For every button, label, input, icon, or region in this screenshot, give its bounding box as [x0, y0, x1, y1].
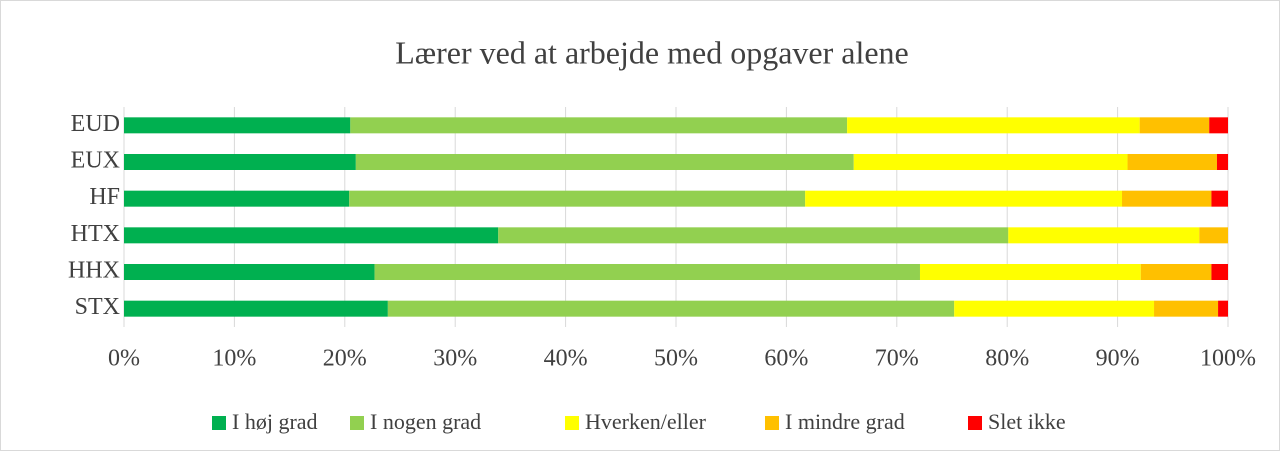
x-tick-label: 30% [433, 346, 477, 372]
bar-segment [124, 117, 351, 134]
y-tick-label: HF [89, 184, 120, 210]
bar-segment [124, 300, 388, 317]
bar-segment [1209, 117, 1228, 134]
x-tick-label: 100% [1200, 346, 1256, 372]
bar-segment [387, 300, 955, 317]
chart-title: Lærer ved at arbejde med opgaver alene [395, 34, 909, 70]
bar-segment [853, 154, 1128, 170]
bar-segment [847, 117, 1140, 134]
legend-label: I høj grad [232, 409, 318, 434]
y-tick-label: HHX [68, 258, 120, 284]
x-tick-label: 10% [212, 346, 256, 372]
y-tick-label: STX [75, 294, 120, 320]
x-tick-label: 90% [1096, 346, 1140, 372]
y-tick-label: EUX [71, 148, 120, 174]
legend-swatch [968, 416, 982, 430]
bar-segment [1140, 264, 1212, 280]
y-tick-label: HTX [71, 221, 120, 247]
x-tick-label: 80% [985, 346, 1029, 372]
bar-segment [805, 190, 1123, 207]
bar-segment [124, 154, 356, 170]
bar-segment [954, 300, 1155, 317]
legend-label: I mindre grad [785, 409, 905, 434]
x-tick-label: 20% [323, 346, 367, 372]
legend-label: Hverken/eller [585, 409, 707, 434]
x-tick-label: 50% [654, 346, 698, 372]
legend-label: Slet ikke [988, 409, 1066, 434]
bar-segment [1216, 154, 1228, 170]
bar-segment [124, 264, 375, 280]
bar-segment [919, 264, 1141, 280]
bar-segment [1199, 227, 1228, 244]
bar-segment [350, 117, 848, 134]
y-tick-label: EUD [71, 111, 120, 137]
bar-segment [124, 227, 499, 244]
bar-segment [1008, 227, 1200, 244]
x-tick-label: 40% [544, 346, 588, 372]
x-tick-label: 60% [764, 346, 808, 372]
legend-swatch [765, 416, 779, 430]
bar-segment [124, 190, 350, 207]
bar-segment [349, 190, 806, 207]
bar-segment [1211, 190, 1228, 207]
legend-label: I nogen grad [370, 409, 481, 434]
legend-swatch [565, 416, 579, 430]
bar-segment [355, 154, 854, 170]
bar-segment [1139, 117, 1210, 134]
legend-swatch [350, 416, 364, 430]
bar-segment [1127, 154, 1217, 170]
x-tick-label: 0% [108, 346, 140, 372]
bar-segment [1122, 190, 1212, 207]
bar-segment [1211, 264, 1228, 280]
bar-segment [374, 264, 920, 280]
legend-swatch [212, 416, 226, 430]
bar-segment [498, 227, 1009, 244]
bar-segment [1218, 300, 1228, 317]
bar-segment [1154, 300, 1219, 317]
x-tick-label: 70% [875, 346, 919, 372]
